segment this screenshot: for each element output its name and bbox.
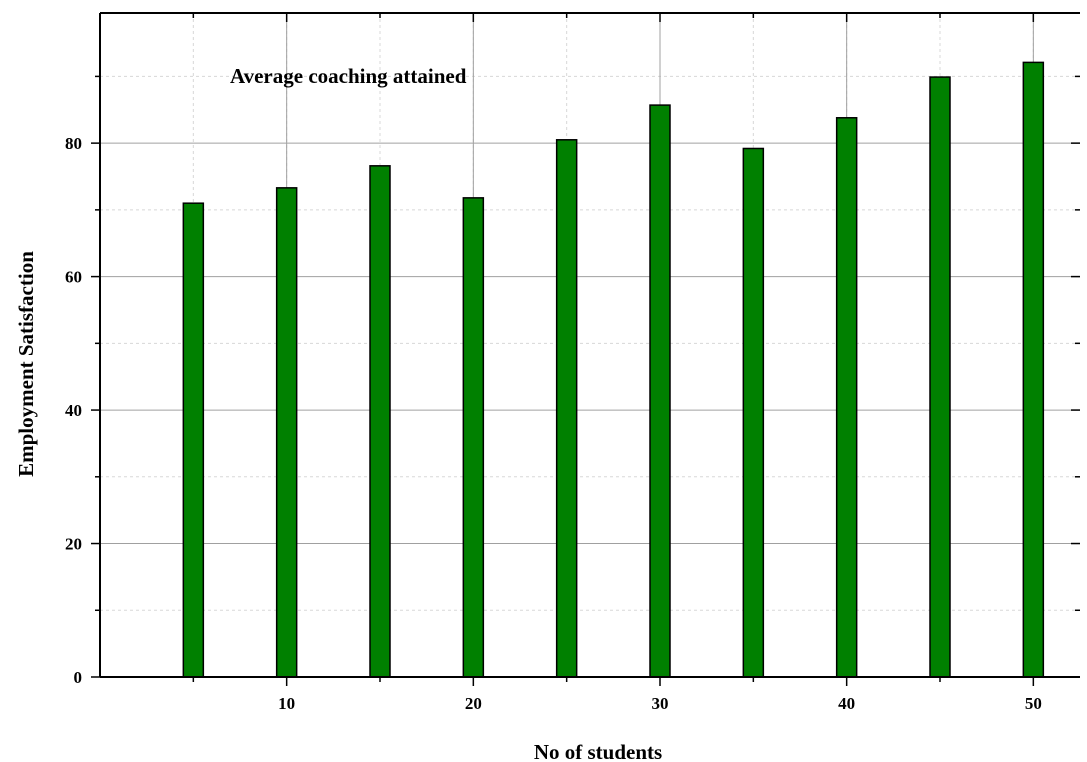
x-tick-label: 30 (652, 694, 669, 713)
bar (649, 104, 671, 678)
y-tick-label: 80 (65, 134, 82, 153)
bar (835, 117, 858, 678)
x-tick-label: 20 (465, 694, 482, 713)
tick-labels: 10 20 30 40 50 0 20 40 60 80 (65, 134, 1042, 713)
bar (462, 197, 485, 678)
bar (929, 76, 951, 678)
y-tick-label: 20 (65, 535, 82, 554)
ticks (91, 13, 1080, 686)
bar (555, 139, 578, 678)
chart-annotation: Average coaching attained (230, 64, 467, 88)
x-tick-label: 10 (278, 694, 295, 713)
x-tick-label: 40 (838, 694, 855, 713)
y-tick-label: 0 (74, 668, 83, 687)
bar (1022, 61, 1045, 678)
y-tick-label: 60 (65, 268, 82, 287)
bars (182, 61, 1045, 678)
bar (369, 165, 391, 678)
bar (182, 202, 205, 678)
bar (742, 147, 765, 678)
x-tick-label: 50 (1025, 694, 1042, 713)
y-tick-label: 40 (65, 401, 82, 420)
axes (99, 12, 1080, 678)
y-axis-title: Employment Satisfaction (14, 251, 38, 477)
bar (275, 187, 298, 678)
x-axis-title: No of students (534, 740, 662, 762)
